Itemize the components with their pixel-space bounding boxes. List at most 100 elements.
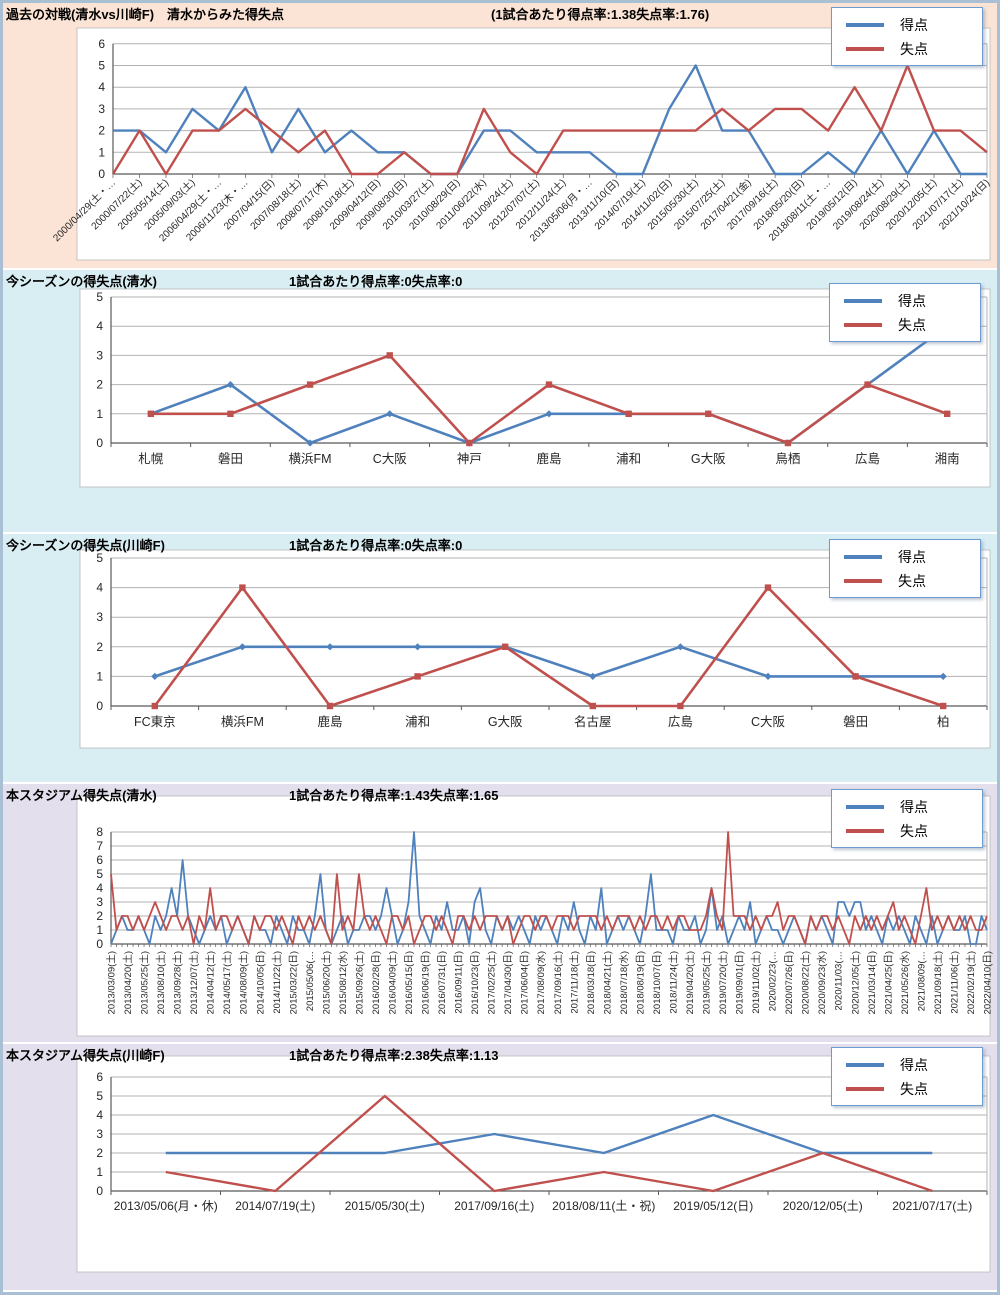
svg-text:2019/09/01(日): 2019/09/01(日): [735, 951, 746, 1014]
svg-text:2017/09/16(土): 2017/09/16(土): [552, 951, 564, 1014]
svg-text:1: 1: [96, 669, 103, 683]
svg-text:浦和: 浦和: [405, 715, 430, 729]
legend-row-score: 得点: [832, 795, 982, 819]
chart-legend: 得点 失点: [831, 1047, 983, 1106]
svg-text:広島: 広島: [668, 714, 693, 729]
legend-row-score: 得点: [830, 289, 980, 313]
panel-titlebar: 本スタジアム得失点(清水) 1試合あたり得点率:1.43失点率:1.65: [6, 785, 499, 805]
score-line-icon: [846, 805, 884, 809]
svg-text:1: 1: [96, 1165, 103, 1179]
svg-text:2013/05/25(土): 2013/05/25(土): [139, 951, 151, 1014]
chart-legend: 得点 失点: [831, 789, 983, 848]
legend-row-concede: 失点: [832, 819, 982, 843]
concede-line-icon: [846, 1087, 884, 1091]
svg-text:2014/10/05(日): 2014/10/05(日): [255, 951, 266, 1014]
chart-rate-text: 1試合あたり得点率:2.38失点率:1.13: [289, 1048, 499, 1063]
chart-title: 本スタジアム得失点(川崎F): [6, 1048, 165, 1063]
legend-score-label: 得点: [900, 799, 928, 815]
svg-text:8: 8: [96, 825, 103, 839]
svg-text:0: 0: [96, 436, 103, 450]
score-line-icon: [846, 23, 884, 27]
panel-stadium-kawasaki: 本スタジアム得失点(川崎F) 1試合あたり得点率:2.38失点率:1.13 0 1…: [3, 1044, 997, 1290]
svg-text:札幌: 札幌: [138, 451, 164, 466]
legend-row-concede: 失点: [832, 37, 982, 61]
svg-text:2: 2: [96, 909, 103, 923]
svg-text:6: 6: [96, 1070, 103, 1084]
svg-text:2014/08/09(土): 2014/08/09(土): [238, 951, 250, 1014]
score-line-icon: [844, 555, 882, 559]
svg-text:2017/08/09(水): 2017/08/09(水): [535, 951, 547, 1014]
svg-text:C大阪: C大阪: [373, 452, 408, 466]
chart-rate-text: 1試合あたり得点率:0失点率:0: [289, 274, 463, 289]
svg-text:5: 5: [96, 551, 103, 565]
svg-text:2018/08/19(日): 2018/08/19(日): [635, 951, 646, 1014]
svg-text:2021/03/14(日): 2021/03/14(日): [867, 951, 878, 1014]
svg-text:2: 2: [96, 1146, 103, 1160]
legend-row-concede: 失点: [830, 569, 980, 593]
svg-text:2020/07/26(日): 2020/07/26(日): [784, 951, 795, 1014]
svg-text:鹿島: 鹿島: [317, 714, 342, 729]
svg-text:湘南: 湘南: [935, 451, 960, 466]
svg-text:磐田: 磐田: [218, 452, 243, 466]
svg-text:2020/12/05(土): 2020/12/05(土): [783, 1199, 863, 1213]
svg-text:7: 7: [96, 839, 103, 853]
legend-row-concede: 失点: [832, 1077, 982, 1101]
svg-text:神戸: 神戸: [457, 452, 482, 466]
svg-text:鹿島: 鹿島: [536, 451, 561, 466]
legend-concede-label: 失点: [898, 573, 926, 589]
panel-titlebar: 今シーズンの得失点(清水) 1試合あたり得点率:0失点率:0: [6, 271, 462, 291]
score-line-icon: [844, 299, 882, 303]
svg-text:2020/09/23(水): 2020/09/23(水): [816, 951, 828, 1014]
concede-line-icon: [846, 829, 884, 833]
legend-row-concede: 失点: [830, 313, 980, 337]
panel-titlebar: 本スタジアム得失点(川崎F) 1試合あたり得点率:2.38失点率:1.13: [6, 1045, 499, 1065]
svg-text:3: 3: [96, 895, 103, 909]
line-chart-past-matches: 01234562000/04/29(土・…2000/07/22(土)2005/0…: [50, 27, 992, 261]
svg-text:4: 4: [96, 319, 103, 333]
svg-text:鳥栖: 鳥栖: [775, 451, 800, 466]
svg-text:G大阪: G大阪: [488, 715, 523, 729]
svg-text:2022/02/19(土): 2022/02/19(土): [965, 951, 977, 1014]
svg-text:6: 6: [98, 37, 105, 51]
svg-text:1: 1: [96, 407, 103, 421]
svg-text:2018/10/07(日): 2018/10/07(日): [652, 951, 663, 1014]
chart-title: 今シーズンの得失点(川崎F): [6, 538, 165, 553]
svg-text:2017/06/04(日): 2017/06/04(日): [520, 951, 531, 1014]
svg-text:0: 0: [98, 167, 105, 181]
svg-text:2016/07/31(日): 2016/07/31(日): [437, 951, 448, 1014]
svg-text:1: 1: [98, 145, 105, 159]
svg-text:FC東京: FC東京: [134, 715, 176, 729]
legend-row-score: 得点: [832, 1053, 982, 1077]
svg-text:2014/11/22(土): 2014/11/22(土): [271, 951, 283, 1014]
svg-text:2017/04/30(日): 2017/04/30(日): [503, 951, 514, 1014]
svg-text:2016/10/23(日): 2016/10/23(日): [470, 951, 481, 1014]
svg-text:2020/02/23(…: 2020/02/23(…: [768, 951, 779, 1011]
svg-text:2022/04/10(日): 2022/04/10(日): [983, 951, 994, 1014]
svg-text:3: 3: [96, 610, 103, 624]
svg-text:2015/03/22(日): 2015/03/22(日): [288, 951, 299, 1014]
svg-text:5: 5: [96, 1089, 103, 1103]
svg-text:広島: 広島: [855, 451, 880, 466]
svg-text:2014/07/19(土): 2014/07/19(土): [235, 1199, 315, 1213]
svg-text:2020/08/22(土): 2020/08/22(土): [800, 951, 812, 1014]
svg-text:2013/12/07(土): 2013/12/07(土): [188, 951, 200, 1014]
svg-text:2016/02/28(日): 2016/02/28(日): [371, 951, 382, 1014]
svg-text:G大阪: G大阪: [691, 452, 726, 466]
svg-text:2019/05/25(土): 2019/05/25(土): [701, 951, 713, 1014]
chart-rate-text: 1試合あたり得点率:1.43失点率:1.65: [289, 788, 499, 803]
svg-text:3: 3: [96, 348, 103, 362]
svg-text:2018/03/18(日): 2018/03/18(日): [586, 951, 597, 1014]
svg-text:4: 4: [96, 1108, 103, 1122]
chart-title: 今シーズンの得失点(清水): [6, 274, 158, 289]
svg-text:1: 1: [96, 923, 103, 937]
legend-row-score: 得点: [830, 545, 980, 569]
svg-text:2019/04/20(土): 2019/04/20(土): [684, 951, 696, 1014]
legend-score-label: 得点: [900, 1057, 928, 1073]
concede-line-icon: [844, 579, 882, 583]
svg-text:横浜FM: 横浜FM: [221, 715, 264, 729]
svg-text:2016/06/19(日): 2016/06/19(日): [421, 951, 432, 1014]
svg-text:C大阪: C大阪: [751, 715, 786, 729]
svg-text:2018/07/18(水): 2018/07/18(水): [618, 951, 630, 1014]
